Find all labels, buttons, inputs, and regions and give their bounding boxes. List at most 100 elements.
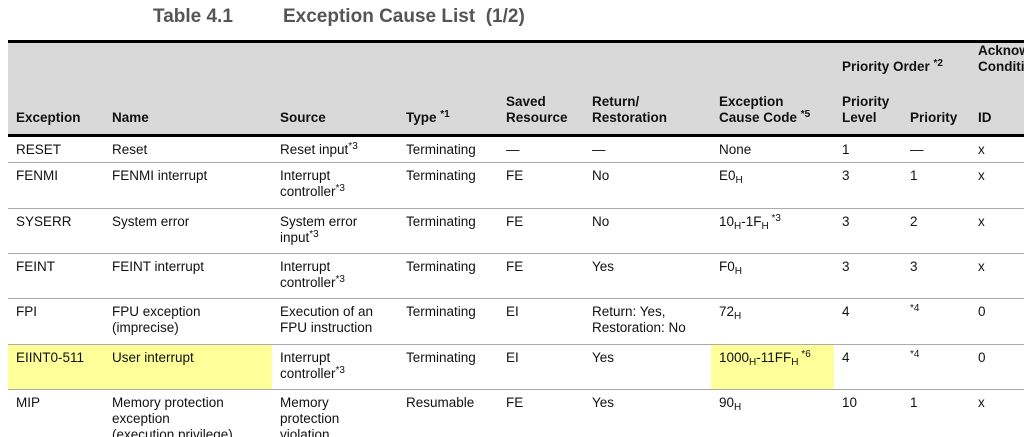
cell-text: No <box>592 213 610 229</box>
cell-text: Exception Cause Code <box>719 93 798 125</box>
cell-text: Terminating <box>406 167 476 183</box>
table-cell: x <box>970 162 1024 209</box>
cell-text: FEINT <box>16 258 55 274</box>
cell-text: Priority <box>910 109 958 125</box>
cell-text: *3 <box>768 212 781 224</box>
column-header: Source <box>272 42 398 136</box>
table-cell: E0H <box>711 162 834 209</box>
cell-text: EI <box>506 303 519 319</box>
table-cell: 0 <box>970 298 1024 345</box>
cell-text: FE <box>506 258 524 274</box>
table-cell: 3 <box>834 208 902 254</box>
cell-text: Terminating <box>406 258 476 274</box>
group-header: Priority Order *2 <box>834 42 970 84</box>
cell-text: Yes <box>592 394 615 410</box>
cell-text: — <box>592 141 606 157</box>
cell-text: x <box>978 141 985 157</box>
table-cell: Reset <box>104 135 272 163</box>
table-header: Exception Name Source Type *1 Saved Resource… <box>8 41 1024 135</box>
table-cell: x <box>970 389 1024 437</box>
table-cell: 4 <box>834 298 902 345</box>
cell-text: H <box>735 174 743 186</box>
cell-text: H <box>734 310 742 322</box>
column-header: Saved Resource <box>498 42 584 136</box>
table-cell: FENMI <box>8 162 104 209</box>
cell-text: 72 <box>719 303 735 319</box>
cell-text: Return: Yes, Restoration: No <box>592 303 686 335</box>
cell-text: FPU exception (imprecise) <box>112 303 201 335</box>
cell-text: Saved Resource <box>506 93 568 125</box>
table-cell: Execution of an FPU instruction <box>272 298 398 345</box>
table-cell: — <box>498 135 584 163</box>
column-header: Priority <box>902 83 970 135</box>
cell-text: 10 <box>842 394 858 410</box>
table-cell: FENMI interrupt <box>104 162 272 209</box>
cell-text: 90 <box>719 394 735 410</box>
table-cell: EI <box>498 344 584 390</box>
table-cell: EI <box>498 298 584 345</box>
table-cell: FEINT interrupt <box>104 253 272 299</box>
cell-text: *6 <box>798 348 811 360</box>
table-row: FENMI FENMI interrupt Interrupt controller… <box>8 162 1024 209</box>
table-cell: Terminating <box>398 135 498 163</box>
cell-text: System error <box>112 213 190 229</box>
table-cell: FE <box>498 253 584 299</box>
cell-text: Yes <box>592 349 615 365</box>
table-cell: — <box>584 135 711 163</box>
cell-text: Interrupt controller <box>280 258 336 290</box>
table-cell: 10 <box>834 389 902 437</box>
table-cell: RESET <box>8 135 104 163</box>
cell-text: — <box>506 141 520 157</box>
cell-text: H <box>734 220 742 232</box>
cell-text: Interrupt controller <box>280 349 336 381</box>
table-cell: Interrupt controller*3 <box>272 344 398 390</box>
table-cell: Resumable <box>398 389 498 437</box>
column-header: Name <box>104 42 272 136</box>
header-row: Exception Name Source Type *1 Saved Resource… <box>8 42 1024 125</box>
cell-text: Interrupt controller <box>280 167 336 199</box>
column-header: Type *1 <box>398 42 498 136</box>
cell-text: *4 <box>910 348 920 360</box>
cell-text: FE <box>506 213 524 229</box>
cell-text: Exception <box>16 109 81 125</box>
cell-text: *2 <box>933 58 943 69</box>
cell-text: 10 <box>719 213 735 229</box>
table-cell: Interrupt controller*3 <box>272 253 398 299</box>
table-cell: Yes <box>584 344 711 390</box>
cell-text: Resumable <box>406 394 475 410</box>
table-cell: 1 <box>834 135 902 163</box>
cell-text: H <box>734 265 742 277</box>
highlight: EIINT0-511 <box>8 344 104 389</box>
table-cell: x <box>970 135 1024 163</box>
cell-text: *3 <box>309 228 319 240</box>
table-cell: 1 <box>902 389 971 437</box>
table-cell: Interrupt controller*3 <box>272 162 398 209</box>
cell-text: Reset input <box>280 141 349 157</box>
cell-text: F0 <box>719 258 735 274</box>
table-cell: No <box>584 208 711 254</box>
cell-text: 1 <box>910 394 918 410</box>
cell-text: 4 <box>842 349 850 365</box>
table-row: MIP Memory protection exception (executio… <box>8 389 1024 437</box>
cell-text: 3 <box>910 258 918 274</box>
cell-text: Terminating <box>406 349 476 365</box>
cell-text: Yes <box>592 258 615 274</box>
table-number: Table 4.1 <box>153 6 233 27</box>
table-row: RESET Reset Reset input*3 Terminating — — None… <box>8 135 1024 163</box>
table-cell: Memory protection exception (execution p… <box>104 389 272 437</box>
table-row: SYSERR System error System error input*3 Te… <box>8 208 1024 254</box>
cell-text: None <box>719 141 752 157</box>
table-cell: FPU exception (imprecise) <box>104 298 272 345</box>
table-cell: F0H <box>711 253 834 299</box>
cell-text: 1 <box>910 167 918 183</box>
table-cell: SYSERR <box>8 208 104 254</box>
table-cell: Terminating <box>398 208 498 254</box>
table-cell: 0 <box>970 344 1024 390</box>
highlight: User interrupt <box>104 344 272 389</box>
table-body: RESET Reset Reset input *3 Terminating — — None… <box>8 135 1024 437</box>
cell-text: H <box>749 356 757 368</box>
cell-text: FE <box>506 167 524 183</box>
cell-text: *3 <box>335 364 345 376</box>
cell-text: Type <box>406 109 441 125</box>
